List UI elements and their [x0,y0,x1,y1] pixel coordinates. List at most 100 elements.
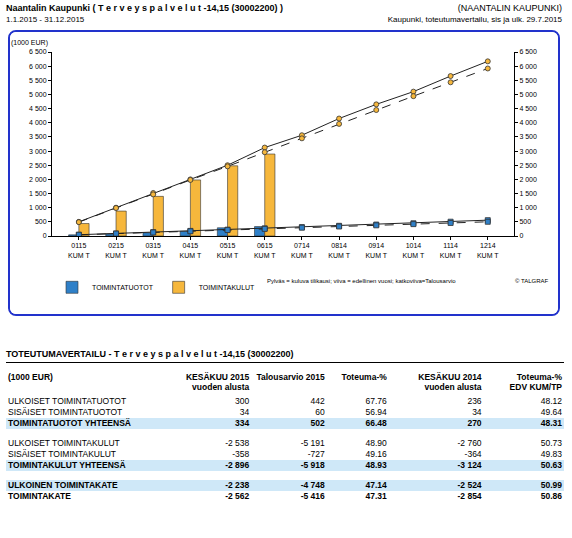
svg-text:1114KUM T: 1114KUM T [440,242,462,258]
svg-text:500: 500 [35,218,47,225]
html-text:KESÄKUU 2015: KESÄKUU 2015 [185,372,250,382]
svg-text:TOIMINTATUOTOT: TOIMINTATUOTOT [92,284,154,291]
svg-text:2 500: 2 500 [29,162,47,169]
html-text:-2 896: -2 896 [225,460,250,470]
html-text:TOIMINTAKATE: TOIMINTAKATE [8,491,71,501]
svg-text:Pylväs = kuluva tilikausi; vii: Pylväs = kuluva tilikausi; viiva = edell… [267,278,456,284]
html-text:270: 270 [467,418,482,428]
html-text:Toteuma-%: Toteuma-% [516,372,562,382]
html-text:47.14: 47.14 [365,480,387,490]
html-text:-2 238: -2 238 [225,480,250,490]
html-text:Talousarvio 2015: Talousarvio 2015 [256,372,325,382]
svg-text:0415KUM T: 0415KUM T [180,242,202,258]
html-text:236: 236 [467,396,482,406]
svg-text:1014KUM T: 1014KUM T [403,242,425,258]
html-text:50.63: 50.63 [540,460,562,470]
html-text:-4 748: -4 748 [300,480,325,490]
html-text:-364: -364 [464,449,482,459]
html-text:502: 502 [310,418,325,428]
html-text:49.16: 49.16 [365,449,387,459]
html-text:48.90: 48.90 [365,438,387,448]
svg-text:3 000: 3 000 [29,148,47,155]
svg-text:6 000: 6 000 [29,63,47,70]
svg-text:4 000: 4 000 [29,119,47,126]
svg-text:6 500: 6 500 [29,48,47,55]
svg-text:2 500: 2 500 [519,162,537,169]
svg-text:500: 500 [519,218,531,225]
html-text:TOIMINTAKULUT YHTEENSÄ: TOIMINTAKULUT YHTEENSÄ [8,460,126,470]
svg-text:1 000: 1 000 [29,204,47,211]
html-text:TOTEUTUMAVERTAILU - T e r v e: TOTEUTUMAVERTAILU - T e r v e y s p a l … [6,349,294,359]
html-text:ULKOISET TOIMINTATUOTOT: ULKOISET TOIMINTATUOTOT [8,396,127,406]
html-text:(1000 EUR): (1000 EUR) [8,372,53,382]
html-text:334: 334 [235,418,250,428]
html-text:-2 760: -2 760 [457,438,482,448]
svg-text:6 000: 6 000 [519,63,537,70]
svg-text:5 500: 5 500 [519,77,537,84]
html-text:Toteuma-%: Toteuma-% [341,372,387,382]
svg-text:3 500: 3 500 [519,133,537,140]
html-text:ULKOINEN TOIMINTAKATE: ULKOINEN TOIMINTAKATE [8,480,118,490]
html-text:50.73: 50.73 [540,438,562,448]
html-text:49.83: 49.83 [540,449,562,459]
svg-text:1 000: 1 000 [519,204,537,211]
html-text:67.76: 67.76 [365,396,387,406]
svg-text:TOIMINTAKULUT: TOIMINTAKULUT [199,284,255,291]
svg-text:0: 0 [519,232,523,239]
svg-text:4 500: 4 500 [519,105,537,112]
svg-text:4 500: 4 500 [29,105,47,112]
html-text:48.12: 48.12 [540,396,562,406]
html-text:(NAANTALIN KAUPUNKI): (NAANTALIN KAUPUNKI) [457,3,562,13]
html-text:56.94: 56.94 [365,407,387,417]
html-text:-5 191: -5 191 [300,438,325,448]
svg-text:3 500: 3 500 [29,133,47,140]
html-text:300: 300 [235,396,250,406]
svg-text:2 000: 2 000 [519,176,537,183]
html-text:34: 34 [239,407,250,417]
html-text:SISÄISET TOIMINTATUOTOT: SISÄISET TOIMINTATUOTOT [8,407,123,417]
svg-text:3 000: 3 000 [519,148,537,155]
html-text:49.64: 49.64 [540,407,562,417]
html-text:vuoden alusta: vuoden alusta [424,382,482,392]
html-text:EDV KUM/TP: EDV KUM/TP [509,382,562,392]
html-text:vuoden alusta: vuoden alusta [192,382,250,392]
html-text:Naantalin Kaupunki ( T e r v e: Naantalin Kaupunki ( T e r v e y s p a l… [6,3,284,13]
svg-text:0315KUM T: 0315KUM T [142,242,164,258]
html-text:SISÄISET TOIMINTAKULUT: SISÄISET TOIMINTAKULUT [8,449,116,459]
html-text:ULKOISET TOIMINTAKULUT: ULKOISET TOIMINTAKULUT [8,438,120,448]
svg-text:2 000: 2 000 [29,176,47,183]
html-text:60: 60 [315,407,325,417]
svg-text:5 500: 5 500 [29,77,47,84]
html-text:-727: -727 [307,449,325,459]
svg-text:5 000: 5 000 [29,91,47,98]
svg-text:0814KUM T: 0814KUM T [328,242,350,258]
html-text:-3 124: -3 124 [457,460,482,470]
svg-text:(1000 EUR): (1000 EUR) [11,39,48,47]
html-text:KESÄKUU 2014: KESÄKUU 2014 [418,372,482,382]
svg-text:0515KUM T: 0515KUM T [217,242,239,258]
svg-text:5 000: 5 000 [519,91,537,98]
html-text:-2 524: -2 524 [457,480,482,490]
svg-text:1 500: 1 500 [29,190,47,197]
svg-text:0914KUM T: 0914KUM T [365,242,387,258]
html-text:-5 918: -5 918 [300,460,325,470]
svg-text:0615KUM T: 0615KUM T [254,242,276,258]
html-text:48.31: 48.31 [540,418,562,428]
html-text:-2 538: -2 538 [225,438,250,448]
svg-text:1 500: 1 500 [519,190,537,197]
html-text:66.48: 66.48 [365,418,387,428]
html-text:34: 34 [472,407,482,417]
svg-text:0714KUM T: 0714KUM T [291,242,313,258]
svg-text:0: 0 [43,232,47,239]
svg-text:0215KUM T: 0215KUM T [105,242,127,258]
html-text:50.99: 50.99 [540,480,562,490]
svg-text:6 500: 6 500 [519,48,537,55]
svg-text:4 000: 4 000 [519,119,537,126]
svg-text:© TALGRAF: © TALGRAF [515,278,549,284]
html-text:TOIMINTATUOTOT YHTEENSÄ: TOIMINTATUOTOT YHTEENSÄ [8,418,131,428]
svg-text:1214KUM T: 1214KUM T [477,242,499,258]
svg-text:0115KUM T: 0115KUM T [68,242,90,258]
html-text:442: 442 [310,396,325,406]
html-text:48.93: 48.93 [365,460,387,470]
html-text:-358: -358 [232,449,250,459]
